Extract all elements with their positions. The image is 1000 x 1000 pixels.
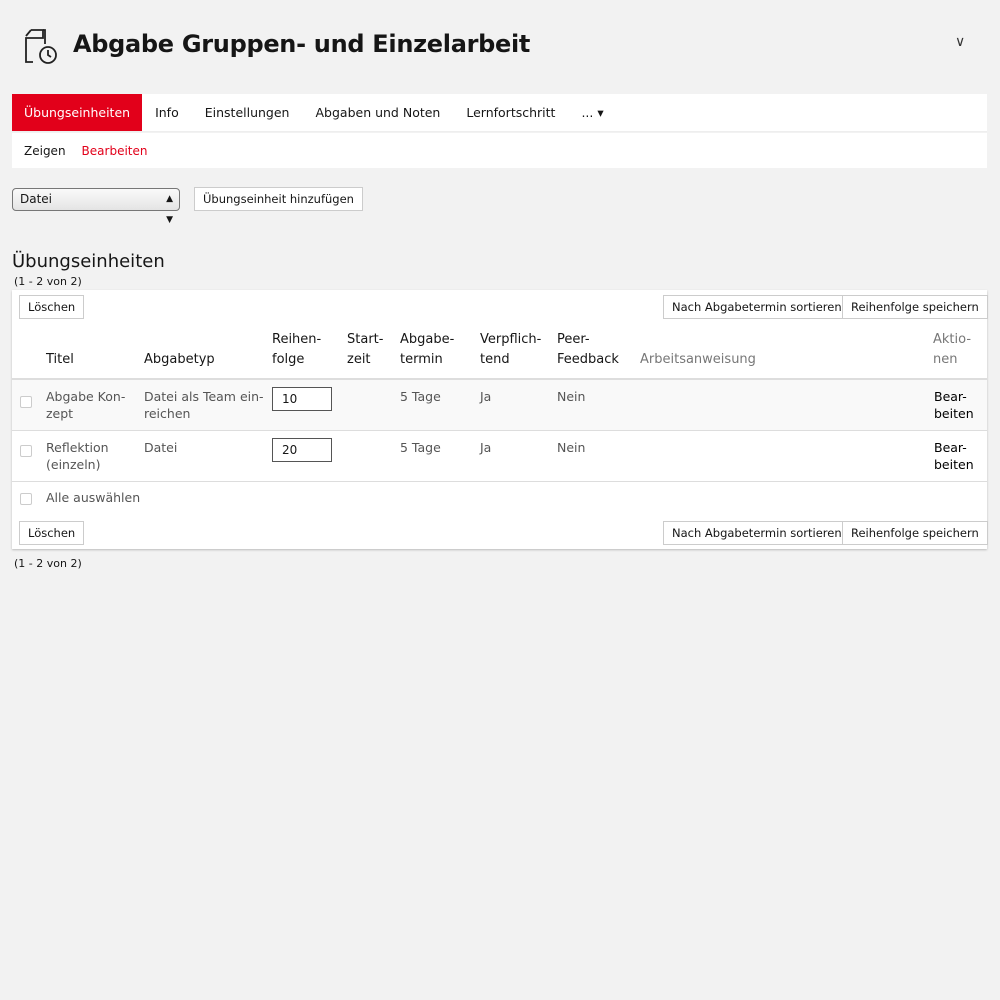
col-abgabetyp: Abgabetyp xyxy=(144,352,215,367)
type-select[interactable]: Datei ▲ ▼ xyxy=(12,188,180,225)
table-footer: Alle auswählen Löschen Nach Abgabetermin… xyxy=(12,481,988,549)
sort-by-deadline-button-top[interactable]: Nach Abgabetermin sortieren xyxy=(663,295,851,319)
col-startzeit: Start- zeit xyxy=(347,332,384,367)
row-mandatory: Ja xyxy=(480,440,492,455)
sort-by-deadline-button-bottom[interactable]: Nach Abgabetermin sortieren xyxy=(663,521,851,545)
col-abgabetermin: Abgabe- termin xyxy=(400,332,455,367)
tab-uebungseinheiten[interactable]: Übungseinheiten xyxy=(12,94,143,131)
page-title: Abgabe Gruppen- und Einzelarbeit xyxy=(73,30,531,58)
order-input[interactable]: 20 xyxy=(272,438,332,462)
subtab-bearbeiten[interactable]: Bearbeiten xyxy=(81,143,148,158)
chevron-down-icon[interactable]: ∨ xyxy=(955,34,966,50)
add-unit-button[interactable]: Übungseinheit hinzufügen xyxy=(194,187,363,211)
row-title: Reflektion (einzeln) xyxy=(46,440,109,472)
row-type: Datei als Team ein- reichen xyxy=(144,389,264,421)
table-row: Abgabe Kon- zept Datei als Team ein- rei… xyxy=(12,378,987,430)
delete-button-top[interactable]: Löschen xyxy=(19,295,85,319)
col-aktionen: Aktio- nen xyxy=(933,332,972,367)
row-peer-feedback: Nein xyxy=(557,440,586,455)
sub-tabs: Zeigen Bearbeiten xyxy=(12,133,987,168)
row-type: Datei xyxy=(144,440,178,455)
section-title: Übungseinheiten xyxy=(12,251,165,272)
units-table: Löschen Nach Abgabetermin sortieren Reih… xyxy=(12,290,988,549)
type-select-value: Datei xyxy=(20,192,53,206)
select-arrows-icon: ▲ ▼ xyxy=(166,194,173,225)
row-mandatory: Ja xyxy=(480,389,492,404)
col-reihenfolge: Reihen- folge xyxy=(272,332,322,367)
edit-link[interactable]: Bear- beiten xyxy=(934,440,974,472)
save-order-button-top[interactable]: Reihenfolge speichern xyxy=(842,295,988,319)
save-order-button-bottom[interactable]: Reihenfolge speichern xyxy=(842,521,988,545)
select-all-label[interactable]: Alle auswählen xyxy=(46,490,141,505)
tab-info[interactable]: Info xyxy=(155,105,179,120)
main-tabs: Übungseinheiten Info Einstellungen Abgab… xyxy=(12,94,987,132)
delete-button-bottom[interactable]: Löschen xyxy=(19,521,85,545)
row-peer-feedback: Nein xyxy=(557,389,586,404)
row-deadline: 5 Tage xyxy=(400,389,441,404)
row-checkbox[interactable] xyxy=(20,445,32,457)
tab-abgaben-und-noten[interactable]: Abgaben und Noten xyxy=(315,105,441,120)
col-titel: Titel xyxy=(46,352,74,367)
file-clock-icon xyxy=(24,27,60,70)
col-arbeitsanweisung: Arbeitsanweisung xyxy=(640,352,756,367)
item-count-top: (1 - 2 von 2) xyxy=(14,275,82,288)
tab-lernfortschritt[interactable]: Lernfortschritt xyxy=(466,105,556,120)
row-title: Abgabe Kon- zept xyxy=(46,389,126,421)
table-row: Reflektion (einzeln) Datei 20 5 Tage Ja … xyxy=(12,430,987,481)
order-input[interactable]: 10 xyxy=(272,387,332,411)
col-peer-feedback: Peer- Feedback xyxy=(557,332,619,367)
col-verpflichtend: Verpflich- tend xyxy=(480,332,542,367)
tab-einstellungen[interactable]: Einstellungen xyxy=(204,105,290,120)
item-count-bottom: (1 - 2 von 2) xyxy=(14,557,82,570)
edit-link[interactable]: Bear- beiten xyxy=(934,389,974,421)
select-all-checkbox[interactable] xyxy=(20,493,32,505)
subtab-zeigen[interactable]: Zeigen xyxy=(24,143,66,158)
row-deadline: 5 Tage xyxy=(400,440,441,455)
tab-more[interactable]: ... ▾ xyxy=(581,105,604,120)
row-checkbox[interactable] xyxy=(20,396,32,408)
